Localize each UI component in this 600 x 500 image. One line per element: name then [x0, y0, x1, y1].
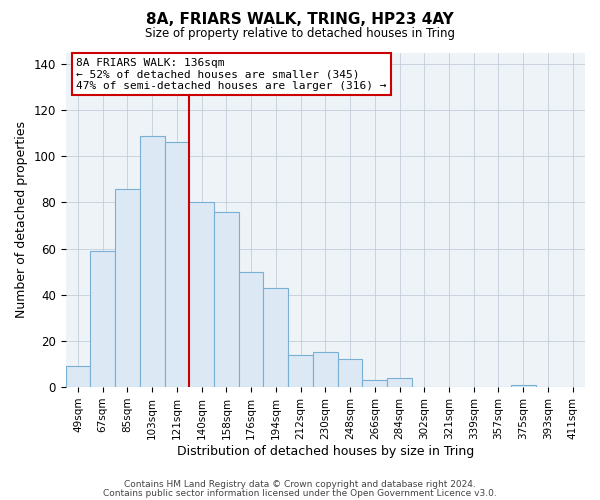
Bar [190, 202, 214, 387]
Text: Contains public sector information licensed under the Open Government Licence v3: Contains public sector information licen… [103, 488, 497, 498]
Text: 8A, FRIARS WALK, TRING, HP23 4AY: 8A, FRIARS WALK, TRING, HP23 4AY [146, 12, 454, 28]
Bar [387, 378, 412, 387]
Bar [140, 136, 164, 387]
Bar [511, 385, 536, 387]
Bar [164, 142, 190, 387]
Bar [362, 380, 387, 387]
Bar [65, 366, 91, 387]
Bar [91, 251, 115, 387]
Y-axis label: Number of detached properties: Number of detached properties [15, 122, 28, 318]
Bar [338, 360, 362, 387]
Bar [263, 288, 288, 387]
Text: Contains HM Land Registry data © Crown copyright and database right 2024.: Contains HM Land Registry data © Crown c… [124, 480, 476, 489]
Bar [214, 212, 239, 387]
X-axis label: Distribution of detached houses by size in Tring: Distribution of detached houses by size … [177, 444, 474, 458]
Text: Size of property relative to detached houses in Tring: Size of property relative to detached ho… [145, 28, 455, 40]
Text: 8A FRIARS WALK: 136sqm
← 52% of detached houses are smaller (345)
47% of semi-de: 8A FRIARS WALK: 136sqm ← 52% of detached… [76, 58, 386, 90]
Bar [239, 272, 263, 387]
Bar [313, 352, 338, 387]
Bar [288, 355, 313, 387]
Bar [115, 188, 140, 387]
